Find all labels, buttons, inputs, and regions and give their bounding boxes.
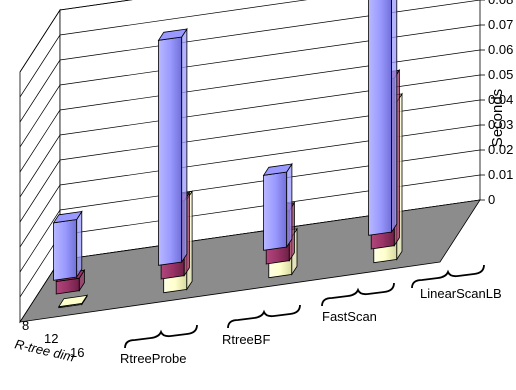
category-brace bbox=[124, 324, 198, 349]
y-axis: 00.010.020.030.040.050.060.070.080.090.1 bbox=[480, 0, 513, 207]
bars bbox=[52, 0, 403, 309]
y-tick-label: 0.02 bbox=[488, 142, 513, 157]
category-brace bbox=[227, 304, 301, 329]
gridline bbox=[19, 74, 481, 198]
depth-tick-label: 8 bbox=[22, 318, 29, 333]
gridline bbox=[19, 0, 133, 73]
bar bbox=[262, 162, 293, 251]
depth-tick-label: 16 bbox=[70, 345, 84, 360]
category-brace bbox=[411, 264, 485, 289]
gridline bbox=[19, 24, 481, 148]
gridline bbox=[19, 49, 481, 173]
gridline bbox=[19, 149, 481, 273]
category-label: FastScan bbox=[322, 309, 377, 324]
gridline bbox=[19, 99, 481, 223]
category-brace bbox=[321, 282, 395, 307]
depth-axis: 8 12 16 bbox=[22, 318, 84, 360]
bar bbox=[157, 27, 188, 266]
y-tick-label: 0.06 bbox=[488, 42, 513, 57]
depth-tick-label: 12 bbox=[44, 331, 58, 346]
gridline bbox=[19, 0, 481, 123]
y-tick-label: 0.05 bbox=[488, 67, 513, 82]
gridline bbox=[19, 0, 308, 98]
bar bbox=[368, 0, 398, 236]
gridline bbox=[19, 124, 481, 248]
y-tick-label: 0.01 bbox=[488, 167, 513, 182]
y-tick-label: 0.04 bbox=[488, 92, 513, 107]
category-label: RtreeBF bbox=[222, 332, 270, 347]
category-label: LinearScanLB bbox=[420, 286, 502, 301]
bar bbox=[52, 210, 83, 281]
y-tick-label: 0 bbox=[488, 192, 495, 207]
y-axis-label: Seconds bbox=[489, 89, 506, 147]
y-tick-label: 0.03 bbox=[488, 117, 513, 132]
category-axis: RtreeProbe RtreeBF FastScan LinearScanLB bbox=[120, 264, 502, 366]
bar bbox=[57, 294, 88, 309]
category-label: RtreeProbe bbox=[120, 351, 186, 366]
y-tick-label: 0.08 bbox=[488, 0, 513, 7]
y-tick-label: 0.07 bbox=[488, 17, 513, 32]
